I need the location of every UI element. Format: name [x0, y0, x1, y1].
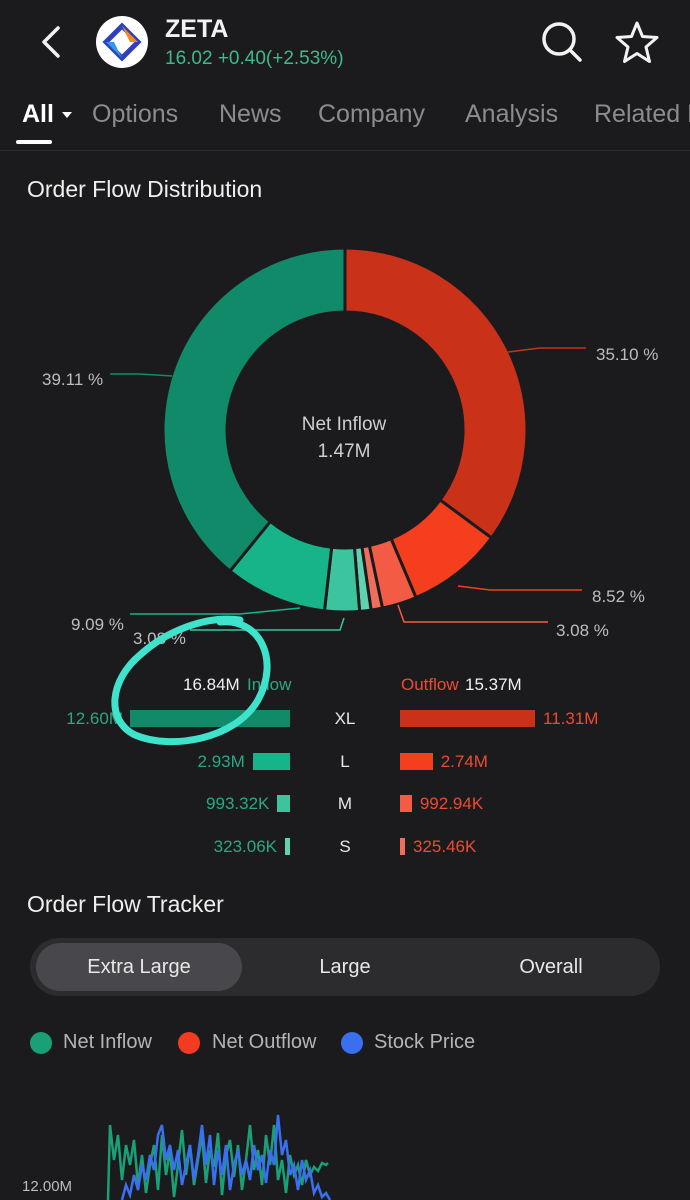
slice-label-inflow-xl: 39.11 %: [42, 370, 104, 389]
tab-news[interactable]: News: [219, 100, 282, 128]
outflow-bar-m: [400, 795, 412, 812]
leader-line-outflow-xl: [507, 347, 586, 353]
legend-dot-net-outflow: [178, 1032, 200, 1054]
outflow-value-xl: 11.31M: [543, 709, 599, 728]
size-label-m: M: [337, 794, 353, 813]
legend-dot-stock-price: [341, 1032, 363, 1054]
donut-center-label: Net Inflow: [301, 414, 387, 435]
back-arrow-icon[interactable]: [30, 20, 74, 64]
order-flow-donut-chart: [110, 246, 586, 631]
slice-label-outflow-l: 8.52 %: [592, 587, 645, 606]
inflow-label: Inflow: [247, 675, 292, 694]
slice-label-inflow-l: 9.09 %: [71, 615, 124, 634]
inflow-value-l: 2.93M: [197, 752, 245, 771]
donut-center-value: 1.47M: [317, 441, 371, 462]
segment-extra-large[interactable]: Extra Large: [36, 943, 242, 991]
tab-company[interactable]: Company: [318, 100, 425, 128]
leader-line-inflow-m: [190, 617, 345, 631]
inflow-bar-s: [285, 838, 290, 855]
outflow-value-m: 992.94K: [419, 794, 484, 813]
inflow-bar-m: [277, 795, 290, 812]
outflow-bar-s: [400, 838, 405, 855]
leader-line-inflow-xl: [110, 373, 173, 377]
slice-label-outflow-xl: 35.10 %: [596, 345, 659, 364]
caret-down-icon: [61, 112, 72, 119]
outflow-total: 15.37M: [465, 675, 522, 694]
size-label-l: L: [340, 752, 350, 771]
section-title-order-flow-tracker: Order Flow Tracker: [27, 891, 224, 917]
legend-dot-net-inflow: [30, 1032, 52, 1054]
tracker-size-segmented-control: Extra Large Large Overall: [30, 938, 660, 996]
stock-ticker: ZETA: [165, 15, 229, 43]
leader-line-outflow-m: [397, 604, 548, 623]
net-inflow-series-line: [106, 1124, 329, 1200]
inflow-value-s: 323.06K: [213, 837, 277, 856]
inflow-total: 16.84M: [183, 675, 240, 694]
legend-stock-price: Stock Price: [374, 1031, 476, 1053]
legend-net-outflow: Net Outflow: [212, 1031, 317, 1053]
size-label-s: S: [339, 837, 351, 856]
outflow-value-l: 2.74M: [440, 752, 488, 771]
star-icon[interactable]: [612, 18, 662, 68]
inflow-value-xl: 12.60M: [66, 709, 123, 728]
stock-quote: 16.02 +0.40(+2.53%): [165, 48, 344, 69]
outflow-value-s: 325.46K: [413, 837, 477, 856]
leader-line-outflow-l: [457, 585, 582, 591]
donut-slice-outflow-xl: [343, 246, 529, 540]
highlight-circle-annotation: [111, 615, 271, 746]
tab-options[interactable]: Options: [92, 100, 179, 128]
leader-line-inflow-l: [130, 607, 301, 615]
donut-slice-inflow-xl: [161, 246, 347, 574]
section-title-order-flow-distribution: Order Flow Distribution: [27, 176, 263, 202]
outflow-bar-l: [400, 753, 433, 770]
inflow-value-m: 993.32K: [206, 794, 270, 813]
outflow-bar-xl: [400, 710, 535, 727]
stock-price-series-line: [120, 1114, 332, 1200]
tab-related[interactable]: Related E: [594, 100, 690, 128]
tab-bar: All Options News Company Analysis Relate…: [0, 96, 690, 151]
active-tab-indicator: [16, 140, 52, 144]
slice-label-outflow-m: 3.08 %: [556, 621, 609, 640]
segment-overall[interactable]: Overall: [519, 956, 583, 978]
outflow-label: Outflow: [401, 675, 459, 694]
tracker-y-tick-label: 12.00M: [22, 1178, 73, 1195]
segment-large[interactable]: Large: [319, 956, 371, 978]
tab-all[interactable]: All: [22, 100, 73, 129]
legend-net-inflow: Net Inflow: [63, 1031, 152, 1053]
inflow-bar-l: [252, 753, 290, 770]
tracker-line-chart: [106, 1114, 332, 1200]
search-icon[interactable]: [538, 18, 586, 66]
size-label-xl: XL: [334, 709, 356, 728]
tab-analysis[interactable]: Analysis: [465, 100, 559, 128]
tab-all-label: All: [22, 100, 54, 128]
stock-logo: [96, 16, 148, 68]
